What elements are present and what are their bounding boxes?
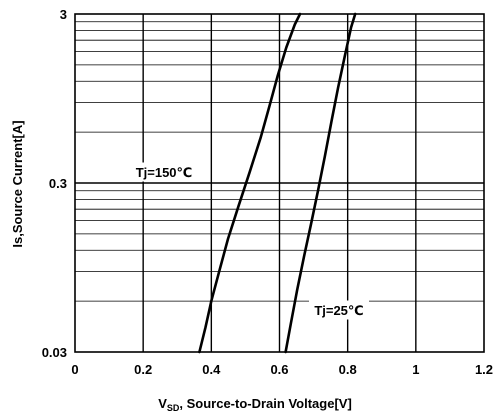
x-axis-title-suffix: , Source-to-Drain Voltage[V] <box>179 396 351 411</box>
y-tick-label: 0.03 <box>42 345 67 360</box>
x-axis-title-subscript: SD <box>167 403 180 413</box>
x-tick-label: 0.4 <box>202 362 221 377</box>
x-axis-title-prefix: V <box>158 396 167 411</box>
series-layer <box>198 12 357 354</box>
series-label-tj-25: Tj=25℃ <box>314 303 363 318</box>
x-axis-title: VSD, Source-to-Drain Voltage[V] <box>158 396 352 413</box>
x-tick-labels: 0 0.2 0.4 0.6 0.8 1 1.2 <box>71 362 493 377</box>
x-tick-label: 0.6 <box>270 362 288 377</box>
x-tick-label: 1 <box>412 362 419 377</box>
x-tick-label: 1.2 <box>475 362 493 377</box>
x-tick-label: 0 <box>71 362 78 377</box>
y-tick-label: 3 <box>60 7 67 22</box>
series-label-background <box>132 162 196 182</box>
series-label-tj-150: Tj=150℃ <box>136 165 193 180</box>
plot-area-frame <box>74 13 485 353</box>
annotation-layer: Tj=150℃ Tj=25℃ <box>132 162 369 320</box>
series-label-background <box>309 300 369 320</box>
y-tick-label: 0.3 <box>49 176 67 191</box>
series-line-tj-25 <box>284 12 357 354</box>
series-line-tj-150 <box>198 12 302 354</box>
y-tick-labels: 0.03 0.3 3 <box>42 7 67 360</box>
y-axis-title: Is,Source Current[A] <box>10 120 25 247</box>
x-tick-label: 0.8 <box>339 362 357 377</box>
x-tick-label: 0.2 <box>134 362 152 377</box>
